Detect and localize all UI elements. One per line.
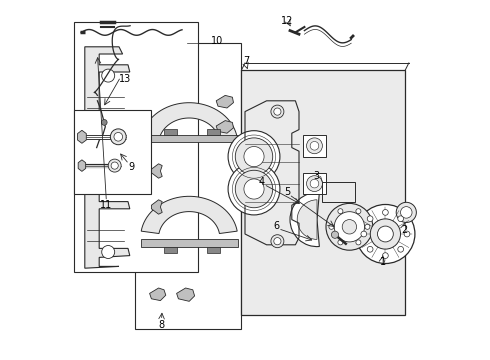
Polygon shape — [141, 135, 238, 142]
Circle shape — [404, 231, 410, 237]
Bar — [164, 247, 176, 253]
Circle shape — [111, 162, 118, 169]
Circle shape — [398, 246, 404, 252]
Circle shape — [326, 203, 373, 250]
Polygon shape — [77, 130, 86, 143]
Circle shape — [110, 129, 126, 145]
Circle shape — [102, 69, 115, 82]
Circle shape — [228, 131, 280, 183]
Circle shape — [307, 138, 322, 154]
Circle shape — [102, 246, 115, 258]
Text: 7: 7 — [243, 56, 249, 66]
Circle shape — [274, 238, 281, 245]
Circle shape — [367, 216, 373, 222]
Circle shape — [338, 240, 343, 245]
Text: 4: 4 — [259, 177, 265, 187]
Circle shape — [244, 147, 264, 167]
Circle shape — [307, 176, 322, 192]
Polygon shape — [216, 95, 233, 108]
Circle shape — [361, 231, 367, 237]
Text: 10: 10 — [211, 36, 223, 46]
Polygon shape — [149, 288, 166, 301]
Circle shape — [274, 108, 281, 115]
Circle shape — [101, 120, 107, 125]
Circle shape — [108, 159, 121, 172]
Text: 12: 12 — [281, 16, 294, 26]
Bar — [135, 43, 242, 329]
Text: 13: 13 — [120, 74, 132, 84]
Circle shape — [114, 132, 122, 141]
Circle shape — [235, 170, 273, 208]
Text: 8: 8 — [158, 320, 165, 330]
Bar — [164, 129, 176, 135]
Circle shape — [398, 216, 404, 222]
Circle shape — [365, 224, 370, 229]
Circle shape — [334, 212, 365, 242]
Bar — [207, 129, 220, 135]
Text: 2: 2 — [401, 225, 407, 235]
Circle shape — [331, 231, 339, 238]
Bar — [74, 22, 198, 272]
Circle shape — [310, 179, 319, 188]
Polygon shape — [216, 121, 233, 133]
Circle shape — [356, 240, 361, 245]
Circle shape — [356, 209, 361, 214]
Circle shape — [356, 204, 415, 264]
Text: 1: 1 — [379, 257, 386, 267]
Bar — [303, 135, 326, 157]
Circle shape — [310, 141, 319, 150]
Circle shape — [235, 138, 273, 175]
Circle shape — [383, 210, 388, 215]
Bar — [207, 247, 220, 253]
Circle shape — [383, 253, 388, 258]
Circle shape — [228, 163, 280, 215]
Text: 6: 6 — [273, 221, 279, 231]
Polygon shape — [85, 47, 130, 268]
Bar — [74, 110, 151, 194]
Text: 5: 5 — [284, 186, 291, 197]
Circle shape — [377, 226, 393, 242]
Circle shape — [370, 219, 400, 249]
Circle shape — [271, 105, 284, 118]
Polygon shape — [141, 196, 237, 234]
Text: 11: 11 — [100, 200, 113, 210]
Text: 9: 9 — [128, 162, 135, 172]
Circle shape — [342, 220, 357, 234]
Polygon shape — [141, 239, 238, 247]
Circle shape — [244, 179, 264, 199]
Bar — [242, 70, 405, 315]
Circle shape — [396, 202, 416, 222]
Circle shape — [329, 224, 334, 229]
Polygon shape — [151, 164, 162, 178]
Wedge shape — [297, 200, 317, 239]
Polygon shape — [176, 288, 195, 301]
Wedge shape — [290, 193, 319, 247]
Polygon shape — [141, 103, 237, 140]
Circle shape — [400, 207, 412, 218]
Polygon shape — [151, 200, 162, 214]
Bar — [322, 182, 355, 202]
Bar — [303, 173, 326, 194]
Circle shape — [338, 209, 343, 214]
Circle shape — [271, 235, 284, 248]
Text: 3: 3 — [313, 171, 319, 181]
Polygon shape — [78, 160, 86, 171]
Circle shape — [367, 246, 373, 252]
